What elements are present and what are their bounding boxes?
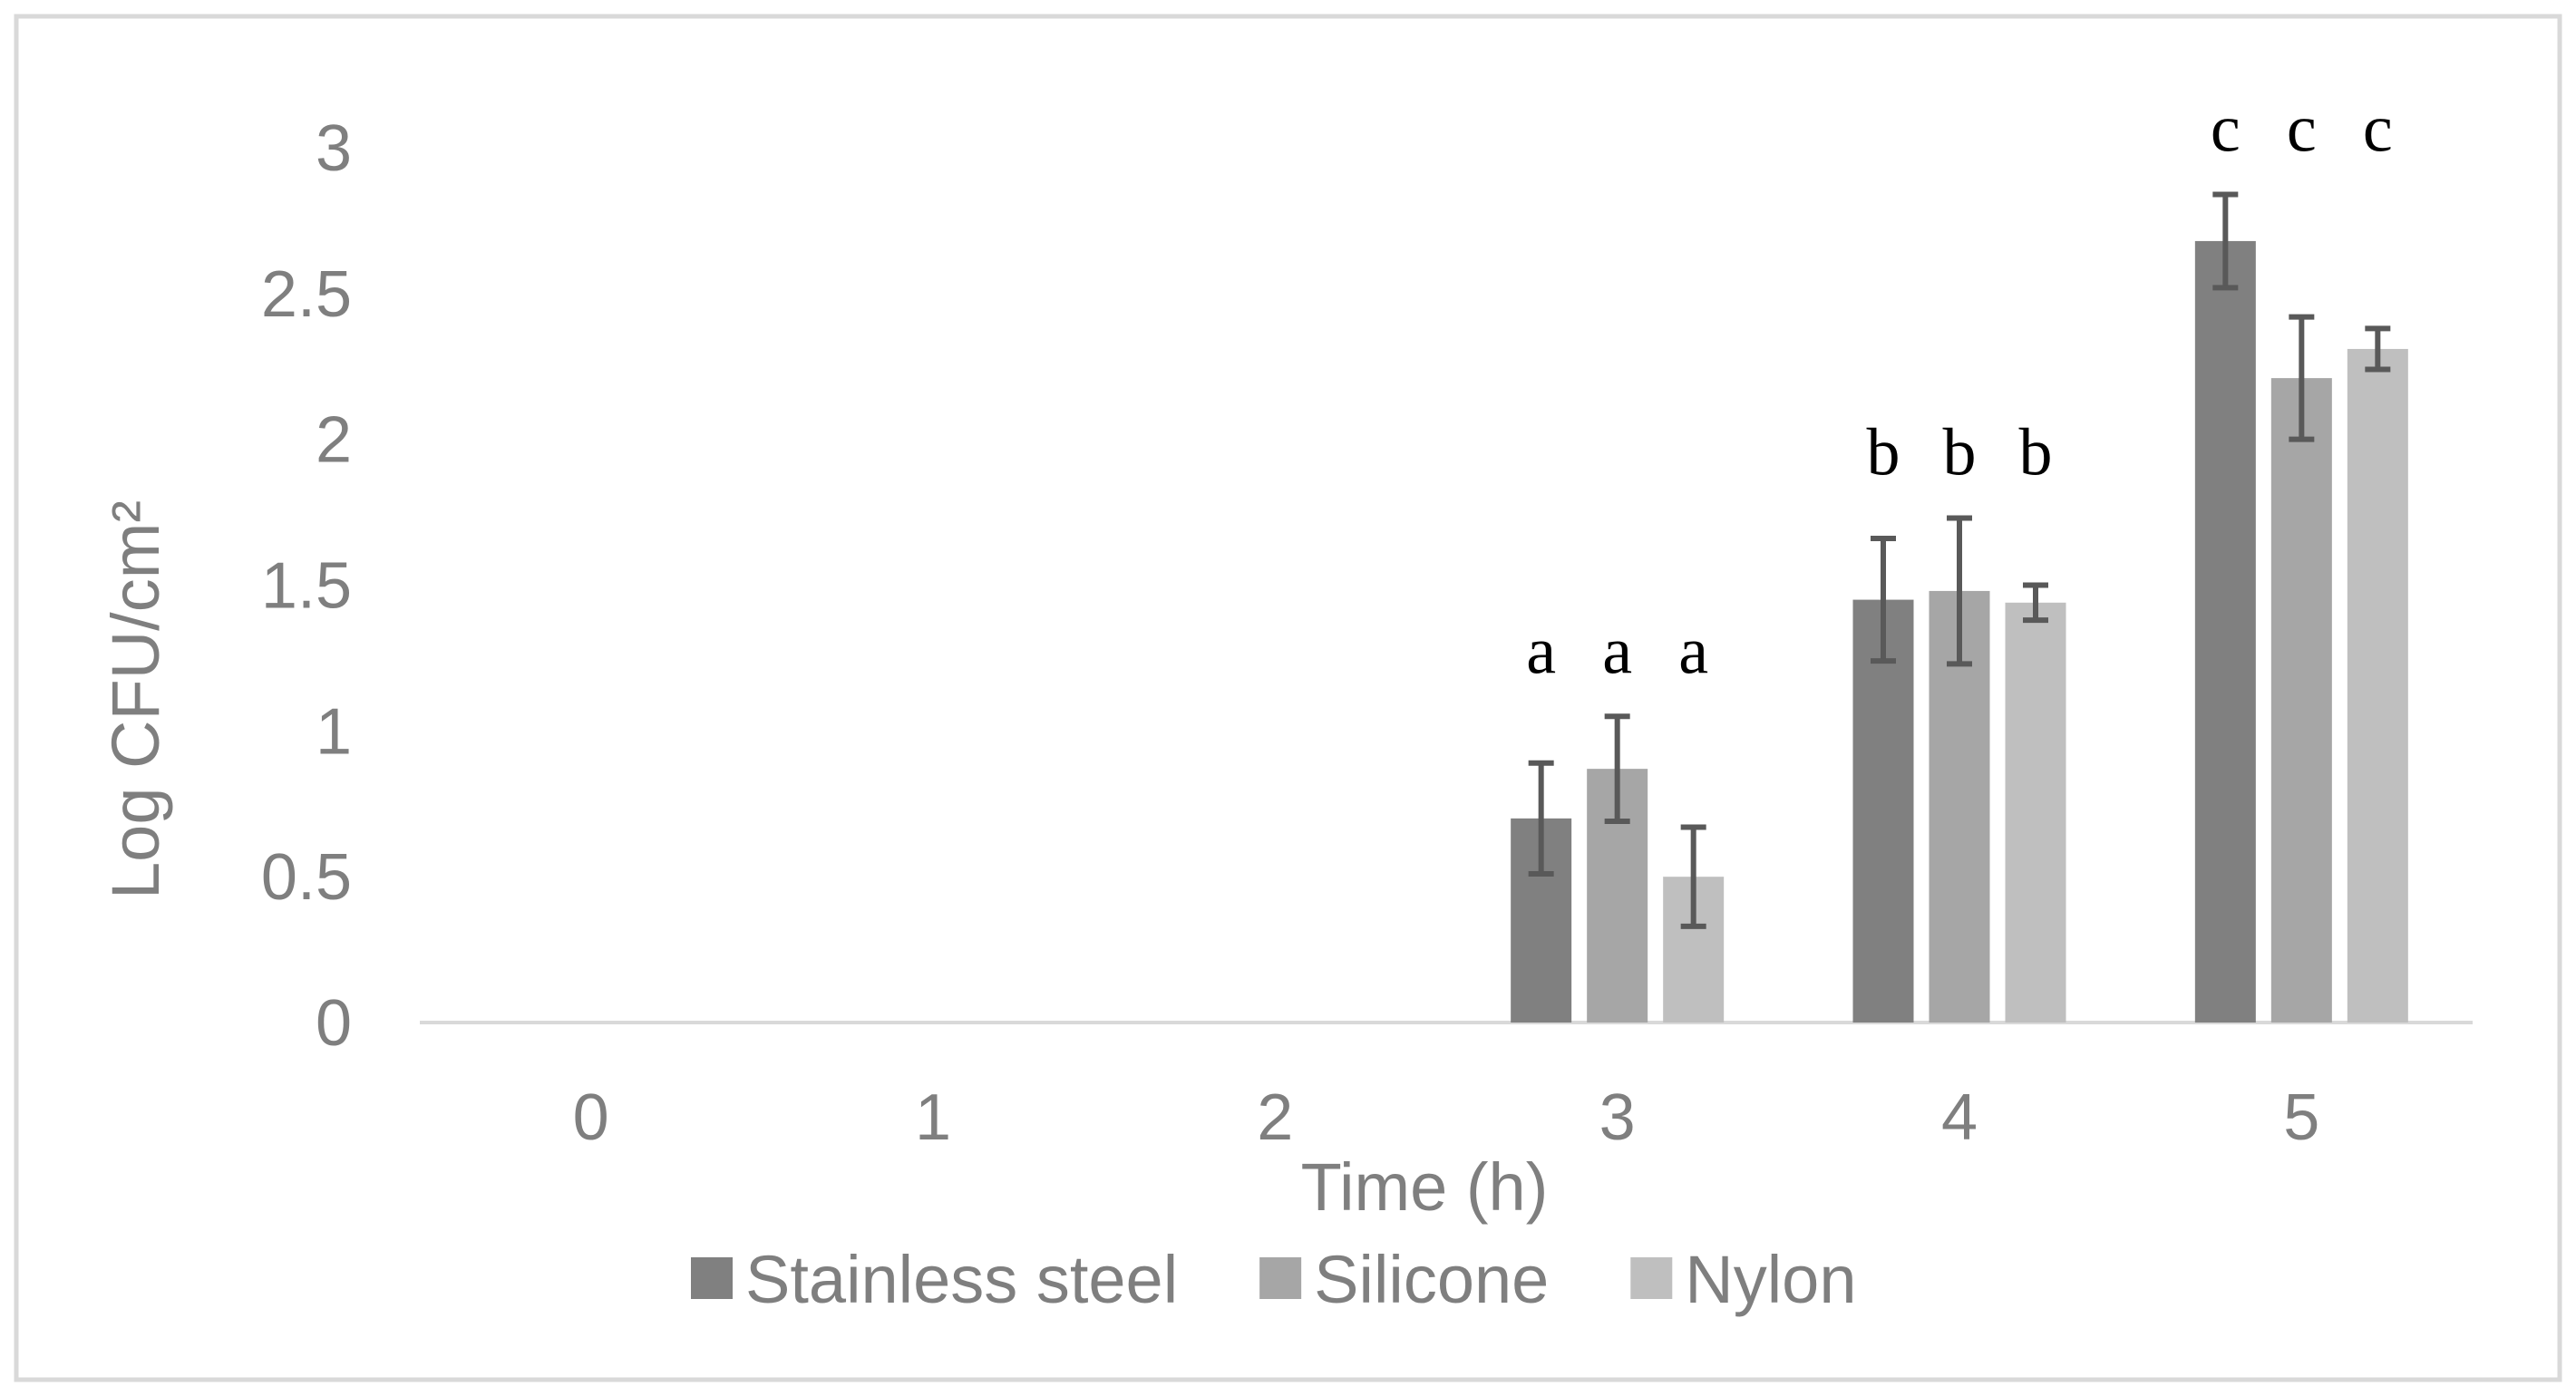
error-bar: [1680, 824, 1706, 929]
legend-label: Stainless steel: [745, 1242, 1178, 1317]
x-tick-label: 3: [1599, 1081, 1636, 1154]
x-tick-label: 2: [1257, 1081, 1293, 1154]
y-tick-label: 0: [316, 987, 352, 1060]
error-bar: [1947, 515, 1972, 667]
significance-letters: a a ab b bc c c: [1526, 92, 2393, 688]
y-axis-ticks: 0 0.5 1 1.5 2 2.5 3: [261, 112, 352, 1060]
legend-swatch: [1259, 1257, 1302, 1299]
y-tick-label: 0.5: [261, 841, 352, 914]
bar: [2194, 240, 2256, 1023]
error-bar: [1871, 536, 1896, 664]
chart-border: [14, 14, 2562, 1382]
bars-layer: [1511, 240, 2408, 1023]
significance-letter: c: [2363, 92, 2393, 166]
significance-letter: b: [1867, 416, 1900, 490]
error-bar: [1528, 760, 1554, 877]
x-tick-label: 4: [1941, 1081, 1978, 1154]
legend-item: Nylon: [1630, 1242, 1857, 1317]
legend-label: Nylon: [1685, 1242, 1856, 1317]
significance-letter: c: [2211, 92, 2241, 166]
significance-letter: b: [2019, 416, 2053, 490]
error-bar: [2212, 191, 2239, 291]
bar: [2005, 602, 2066, 1023]
bar: [2270, 378, 2332, 1023]
significance-letter: a: [1678, 614, 1708, 688]
bar: [1852, 599, 1914, 1023]
bar: [2347, 348, 2408, 1023]
legend-swatch: [1630, 1257, 1673, 1299]
y-tick-label: 2: [316, 404, 352, 477]
error-bar: [2365, 325, 2391, 373]
error-bars-layer: [1528, 191, 2391, 929]
significance-letter: a: [1526, 614, 1556, 688]
significance-letter: b: [1943, 416, 1977, 490]
legend-swatch: [691, 1257, 733, 1299]
legend-item: Stainless steel: [691, 1242, 1178, 1317]
y-tick-label: 3: [316, 112, 352, 185]
y-tick-label: 1: [316, 695, 352, 768]
y-tick-label: 2.5: [261, 258, 352, 331]
x-tick-label: 1: [915, 1081, 951, 1154]
x-axis-title: Time (h): [1301, 1149, 1549, 1225]
x-tick-label: 0: [573, 1081, 609, 1154]
y-axis-title: Log CFU/cm²: [98, 500, 173, 899]
legend: Stainless steel Silicone Nylon: [691, 1242, 1857, 1317]
legend-item: Silicone: [1259, 1242, 1549, 1317]
error-bar: [1604, 713, 1630, 825]
legend-label: Silicone: [1314, 1242, 1549, 1317]
error-bar: [2023, 582, 2048, 624]
significance-letter: a: [1602, 614, 1632, 688]
x-tick-label: 5: [2283, 1081, 2319, 1154]
x-axis-ticks: 0 1 2 3 4 5: [573, 1081, 2320, 1154]
significance-letter: c: [2287, 92, 2317, 166]
error-bar: [2289, 314, 2315, 442]
y-tick-label: 1.5: [261, 550, 352, 623]
